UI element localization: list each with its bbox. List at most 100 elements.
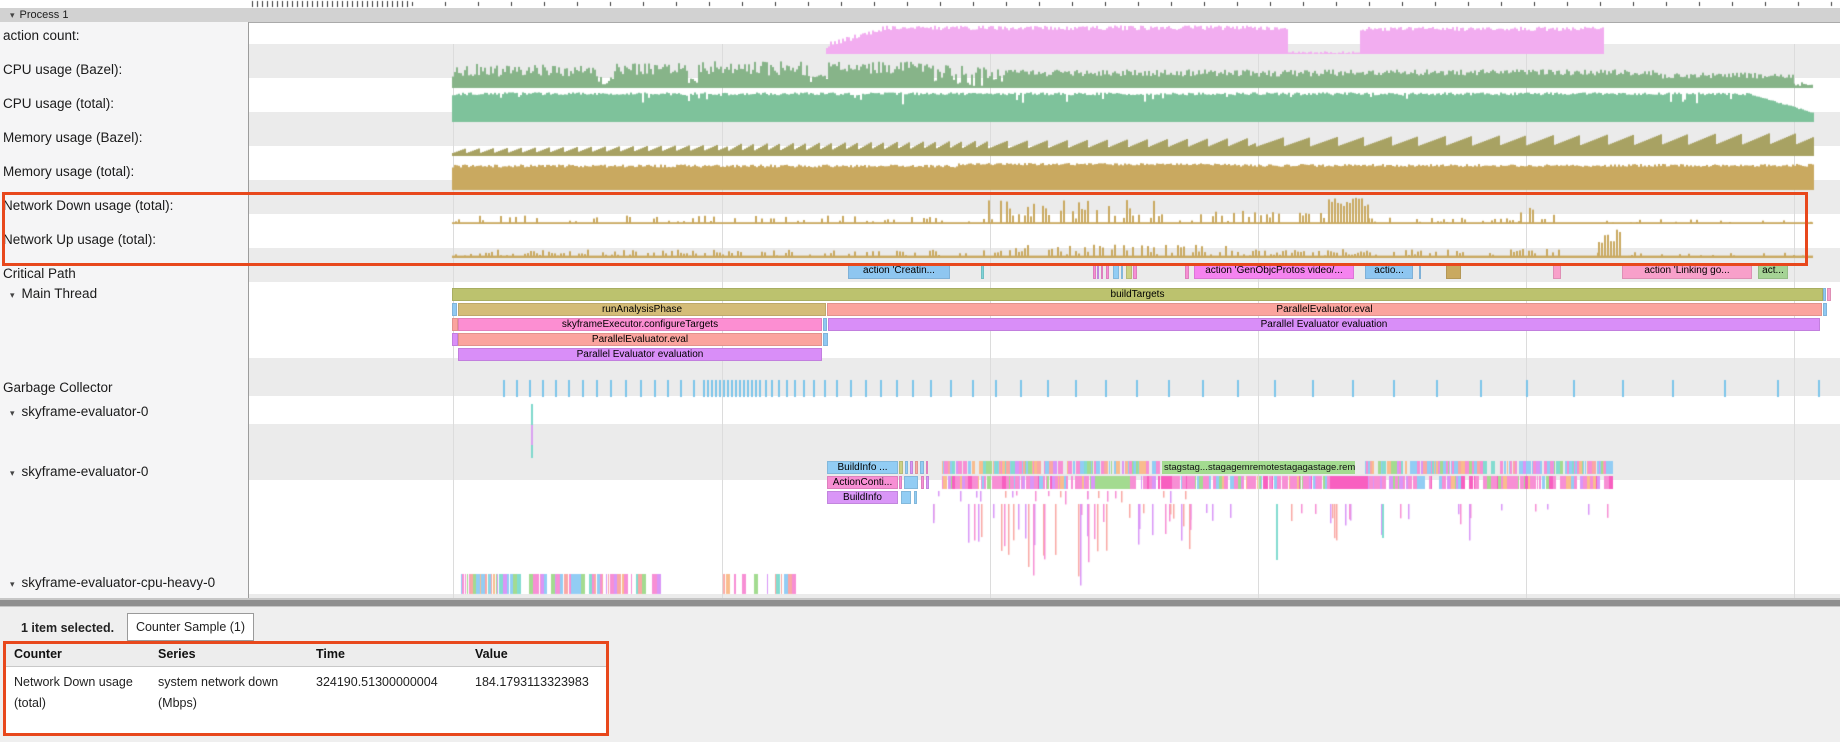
main-thread-span[interactable]	[1827, 288, 1831, 301]
track-label-text: skyframe-evaluator-cpu-heavy-0	[21, 575, 216, 590]
track-label[interactable]: Network Up usage (total):	[3, 231, 156, 249]
critical-path-span[interactable]	[981, 264, 984, 279]
track-label-text: Critical Path	[3, 266, 76, 281]
track-label-text: skyframe-evaluator-0	[21, 404, 149, 419]
main-thread-span[interactable]	[823, 333, 828, 346]
track-label-text: Garbage Collector	[3, 380, 113, 395]
main-thread-span[interactable]: runAnalysisPhase	[458, 303, 826, 316]
collapse-triangle-icon[interactable]: ▾	[10, 408, 15, 418]
track-label-text: action count:	[3, 28, 80, 43]
track-label-text: skyframe-evaluator-0	[21, 464, 149, 479]
evaluator-span[interactable]	[899, 461, 903, 474]
critical-path-span[interactable]: action 'Creatin...	[848, 264, 950, 279]
evaluator-span[interactable]	[926, 461, 928, 474]
main-thread-span[interactable]: ParallelEvaluator.eval	[458, 333, 822, 346]
main-thread-span[interactable]: skyframeExecutor.configureTargets	[458, 318, 822, 331]
track-label[interactable]: ▾ Main Thread	[10, 285, 97, 303]
track-label[interactable]: CPU usage (total):	[3, 95, 114, 113]
counter-sample-table: Counter Series Time Value Network Down u…	[3, 641, 609, 736]
evaluator-span[interactable]	[899, 476, 902, 489]
span-label: runAnalysisPhase	[601, 304, 683, 315]
track-label[interactable]: Critical Path	[3, 265, 76, 283]
critical-path-span[interactable]	[1419, 264, 1421, 279]
cell-value: 184.1793113323983	[475, 675, 589, 689]
evaluator-span[interactable]	[921, 476, 924, 489]
evaluator-span[interactable]	[915, 461, 918, 474]
critical-path-span[interactable]	[1097, 264, 1099, 279]
evaluator-span[interactable]	[920, 461, 924, 474]
critical-path-span[interactable]: action 'GenObjcProtos video/...	[1194, 264, 1354, 279]
critical-path-span[interactable]	[1113, 264, 1119, 279]
track-label[interactable]: ▾ skyframe-evaluator-cpu-heavy-0	[10, 574, 215, 592]
main-thread-span[interactable]	[1823, 288, 1826, 301]
details-panel: 1 item selected. Counter Sample (1) Coun…	[0, 607, 1840, 742]
col-time[interactable]: Time	[316, 647, 345, 661]
collapse-triangle-icon[interactable]: ▾	[10, 579, 15, 589]
span-label: ActionConti...	[832, 477, 893, 488]
track-label[interactable]: Memory usage (Bazel):	[3, 129, 143, 147]
critical-path-span[interactable]	[1101, 264, 1103, 279]
main-thread-span[interactable]	[452, 303, 457, 316]
main-thread-span[interactable]	[823, 318, 827, 331]
evaluator-span[interactable]	[905, 461, 908, 474]
main-thread-span[interactable]: Parallel Evaluator evaluation	[458, 348, 822, 361]
span-label: Parallel Evaluator evaluation	[1260, 319, 1388, 330]
evaluator-span-group[interactable]: stagstag... stagagemremotestagagastage.re…	[1162, 461, 1355, 474]
evaluator-span[interactable]: BuildInfo ...	[827, 461, 898, 474]
critical-path-span[interactable]	[1446, 264, 1461, 279]
track-label-text: Network Up usage (total):	[3, 232, 157, 247]
critical-path-span[interactable]	[1126, 264, 1132, 279]
col-series[interactable]: Series	[158, 647, 196, 661]
track-label-text: CPU usage (Bazel):	[3, 62, 123, 77]
critical-path-span[interactable]	[1121, 264, 1123, 279]
evaluator-span[interactable]	[926, 476, 929, 489]
evaluator-span[interactable]	[914, 491, 917, 504]
main-thread-span[interactable]	[1823, 303, 1827, 316]
critical-path-span[interactable]: actio...	[1365, 264, 1413, 279]
span-label: stagstag...	[1164, 462, 1208, 473]
evaluator-span[interactable]	[901, 491, 911, 504]
critical-path-span[interactable]	[1185, 264, 1189, 279]
main-thread-span[interactable]: ParallelEvaluator.eval	[827, 303, 1822, 316]
cell-series: system network down (Mbps)	[158, 675, 279, 710]
collapse-triangle-icon[interactable]: ▾	[10, 290, 15, 300]
span-label: Parallel Evaluator evaluation	[576, 349, 704, 360]
track-sidebar: action count: CPU usage (Bazel): CPU usage…	[0, 22, 249, 598]
span-label: action 'Linking go...	[1644, 265, 1730, 276]
cell-counter: Network Down usage (total)	[14, 675, 133, 710]
critical-path-span[interactable]	[1093, 264, 1096, 279]
span-label: action 'GenObjcProtos video/...	[1205, 265, 1343, 276]
main-thread-span[interactable]: Parallel Evaluator evaluation	[828, 318, 1820, 331]
critical-path-span[interactable]	[1553, 264, 1561, 279]
track-label[interactable]: CPU usage (Bazel):	[3, 61, 122, 79]
main-thread-span[interactable]	[452, 333, 458, 346]
col-value[interactable]: Value	[475, 647, 508, 661]
evaluator-span[interactable]: BuildInfo	[827, 491, 898, 504]
evaluator-span[interactable]: ActionConti...	[827, 476, 898, 489]
span-label: action 'Creatin...	[863, 265, 935, 276]
evaluator-span[interactable]	[904, 476, 918, 489]
collapse-triangle-icon[interactable]: ▾	[10, 468, 15, 478]
span-label: BuildInfo ...	[837, 462, 888, 473]
track-label[interactable]: action count:	[3, 27, 80, 45]
critical-path-span[interactable]: action 'Linking go...	[1622, 264, 1752, 279]
main-thread-span[interactable]	[452, 318, 458, 331]
track-label-text: Main Thread	[21, 286, 98, 301]
critical-path-span[interactable]: act...	[1758, 264, 1788, 279]
critical-path-span[interactable]	[1133, 264, 1137, 279]
tab-counter-sample[interactable]: Counter Sample (1)	[127, 613, 254, 641]
main-thread-span[interactable]: buildTargets	[452, 288, 1823, 301]
track-label[interactable]: Network Down usage (total):	[3, 197, 173, 215]
track-label[interactable]: Garbage Collector	[3, 379, 113, 397]
track-label-text: Memory usage (Bazel):	[3, 130, 143, 145]
col-counter[interactable]: Counter	[14, 647, 62, 661]
evaluator-span[interactable]	[910, 461, 913, 474]
panel-splitter[interactable]	[0, 598, 1840, 607]
span-label: BuildInfo	[843, 492, 882, 503]
track-label[interactable]: Memory usage (total):	[3, 163, 134, 181]
track-label[interactable]: ▾ skyframe-evaluator-0	[10, 403, 148, 421]
critical-path-span[interactable]	[1106, 264, 1109, 279]
span-label: act...	[1762, 265, 1784, 276]
track-label[interactable]: ▾ skyframe-evaluator-0	[10, 463, 148, 481]
span-label: stagagemremotestagagastage.remot...	[1208, 462, 1355, 473]
